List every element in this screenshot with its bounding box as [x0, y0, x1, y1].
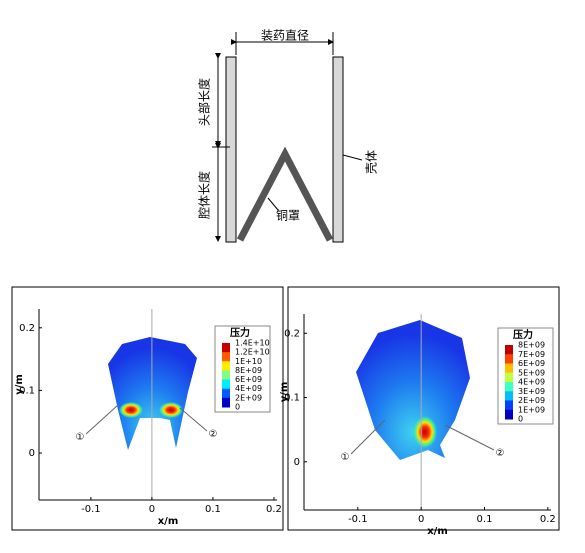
legend-swatch [222, 370, 230, 381]
annotation: ① [76, 432, 85, 443]
legend-label: 4E+09 [235, 384, 262, 393]
pressure-field [108, 337, 197, 450]
legend-swatch [222, 361, 230, 371]
legend-title: 压力 [230, 326, 250, 339]
legend-label: 7E+09 [518, 350, 545, 359]
x-tick-label: -0.1 [81, 504, 101, 515]
label: 装药直径 [261, 29, 309, 43]
leader [85, 404, 119, 435]
x-tick-label: -0.1 [348, 514, 368, 525]
y-tick-label: 0.1 [284, 393, 300, 404]
legend-label: 0 [235, 403, 240, 412]
legend-label: 8E+09 [518, 341, 545, 350]
label: 腔体长度 [197, 171, 212, 219]
legend-label: 6E+09 [235, 375, 262, 384]
x-axis-label: x/m [158, 516, 179, 527]
leader [444, 424, 495, 451]
legend-swatch [505, 391, 513, 401]
legend-swatch [505, 400, 513, 411]
legend-label: 1E+09 [518, 405, 545, 414]
panel-frame [287, 286, 560, 531]
y-tick-label: 0.2 [284, 328, 300, 339]
annotation: ② [496, 448, 505, 459]
x-tick-label: 0.1 [477, 514, 493, 525]
label: 壳体 [365, 150, 379, 174]
legend-label: 1.2E+10 [235, 348, 270, 357]
leader [267, 197, 279, 211]
y-tick-label: 0.2 [19, 323, 35, 334]
y-axis-label: y/m [14, 374, 25, 395]
legend-label: 5E+09 [518, 368, 545, 377]
shell-wall [332, 56, 344, 243]
legend-label: 0 [518, 415, 523, 424]
leader [179, 407, 208, 432]
x-tick-label: 0.1 [205, 504, 221, 515]
shell-wall [225, 56, 237, 243]
legend-label: 4E+09 [518, 378, 545, 387]
annotation: ① [341, 452, 350, 463]
pressure-field [356, 320, 470, 460]
leader [342, 154, 363, 161]
legend-swatch [222, 388, 230, 399]
legend-swatch [505, 363, 513, 374]
label: 头部长度 [197, 78, 212, 126]
x-tick-label: 0.2 [540, 514, 556, 525]
legend-swatch [505, 409, 513, 420]
x-tick-label: 0 [418, 514, 424, 525]
leader [350, 419, 386, 455]
legend-title: 压力 [513, 328, 533, 341]
legend-label: 8E+09 [235, 366, 262, 375]
legend-swatch [505, 372, 513, 383]
legend-swatch [505, 382, 513, 392]
legend-swatch [222, 352, 230, 362]
x-tick-label: 0 [149, 504, 155, 515]
legend-swatch [222, 379, 230, 390]
legend-label: 2E+09 [518, 396, 545, 405]
y-tick-label: 0.1 [19, 385, 35, 396]
legend-swatch [222, 397, 230, 408]
legend-label: 1E+10 [235, 357, 262, 366]
x-tick-label: 0.2 [266, 504, 282, 515]
legend-swatch [222, 343, 230, 353]
y-tick-label: 0 [29, 448, 35, 459]
label: 铜罩 [276, 208, 300, 223]
legend-label: 3E+09 [518, 387, 545, 396]
liner-shape [236, 146, 334, 242]
legend-label: 1.4E+10 [235, 339, 270, 348]
legend-label: 6E+09 [518, 359, 545, 368]
panel-frame [11, 286, 284, 531]
x-axis-label: x/m [427, 526, 448, 537]
annotation: ② [209, 429, 218, 440]
legend-label: 2E+09 [235, 393, 262, 402]
y-axis-label: y/m [279, 382, 290, 403]
legend-swatch [505, 354, 513, 364]
schematic: 装药直径 头部长度 腔体长度 壳体 铜罩 [197, 29, 379, 243]
legend-swatch [505, 345, 513, 355]
y-tick-label: 0 [294, 457, 300, 468]
